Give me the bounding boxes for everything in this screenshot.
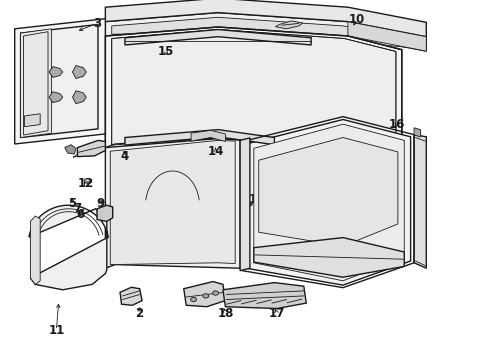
Text: 9: 9 (97, 197, 104, 210)
Polygon shape (97, 205, 113, 221)
Polygon shape (73, 66, 86, 78)
Polygon shape (105, 137, 240, 268)
Polygon shape (21, 29, 51, 138)
Polygon shape (184, 282, 225, 307)
Polygon shape (275, 21, 303, 29)
Polygon shape (73, 91, 86, 104)
Text: 8: 8 (40, 73, 48, 86)
Polygon shape (112, 30, 396, 159)
Polygon shape (77, 140, 105, 157)
Text: 1: 1 (248, 193, 256, 206)
Text: 18: 18 (217, 307, 234, 320)
Text: 13: 13 (305, 226, 322, 239)
Polygon shape (65, 145, 76, 154)
Text: 4: 4 (121, 150, 129, 163)
Polygon shape (191, 130, 225, 141)
Text: 3: 3 (93, 17, 101, 30)
Text: 16: 16 (389, 118, 405, 131)
Polygon shape (21, 24, 98, 138)
Polygon shape (125, 30, 311, 45)
Text: 10: 10 (348, 13, 365, 26)
Circle shape (84, 179, 90, 183)
Text: 17: 17 (269, 307, 285, 320)
Polygon shape (49, 92, 63, 103)
Polygon shape (29, 205, 108, 290)
Polygon shape (120, 287, 142, 305)
Polygon shape (240, 138, 250, 271)
Text: 12: 12 (77, 177, 94, 190)
Text: 14: 14 (207, 145, 224, 158)
Polygon shape (30, 216, 40, 284)
Polygon shape (414, 128, 420, 137)
Text: 2: 2 (136, 307, 144, 320)
Polygon shape (348, 22, 426, 51)
Polygon shape (414, 135, 426, 268)
Polygon shape (110, 140, 235, 265)
Polygon shape (105, 27, 402, 161)
Text: 7: 7 (74, 202, 81, 215)
Polygon shape (105, 13, 426, 51)
Polygon shape (254, 124, 404, 281)
Polygon shape (223, 283, 306, 309)
Polygon shape (49, 67, 63, 77)
Polygon shape (15, 19, 105, 144)
Circle shape (213, 291, 219, 295)
Circle shape (191, 297, 196, 302)
Polygon shape (24, 114, 40, 127)
Polygon shape (254, 238, 404, 277)
Text: 6: 6 (77, 208, 85, 221)
Text: 11: 11 (48, 324, 65, 337)
Polygon shape (246, 120, 411, 285)
Circle shape (203, 294, 209, 298)
Polygon shape (259, 138, 398, 246)
Text: 5: 5 (69, 197, 76, 210)
Polygon shape (105, 0, 426, 37)
Polygon shape (112, 17, 419, 48)
Polygon shape (125, 130, 274, 145)
Text: 15: 15 (157, 45, 174, 58)
